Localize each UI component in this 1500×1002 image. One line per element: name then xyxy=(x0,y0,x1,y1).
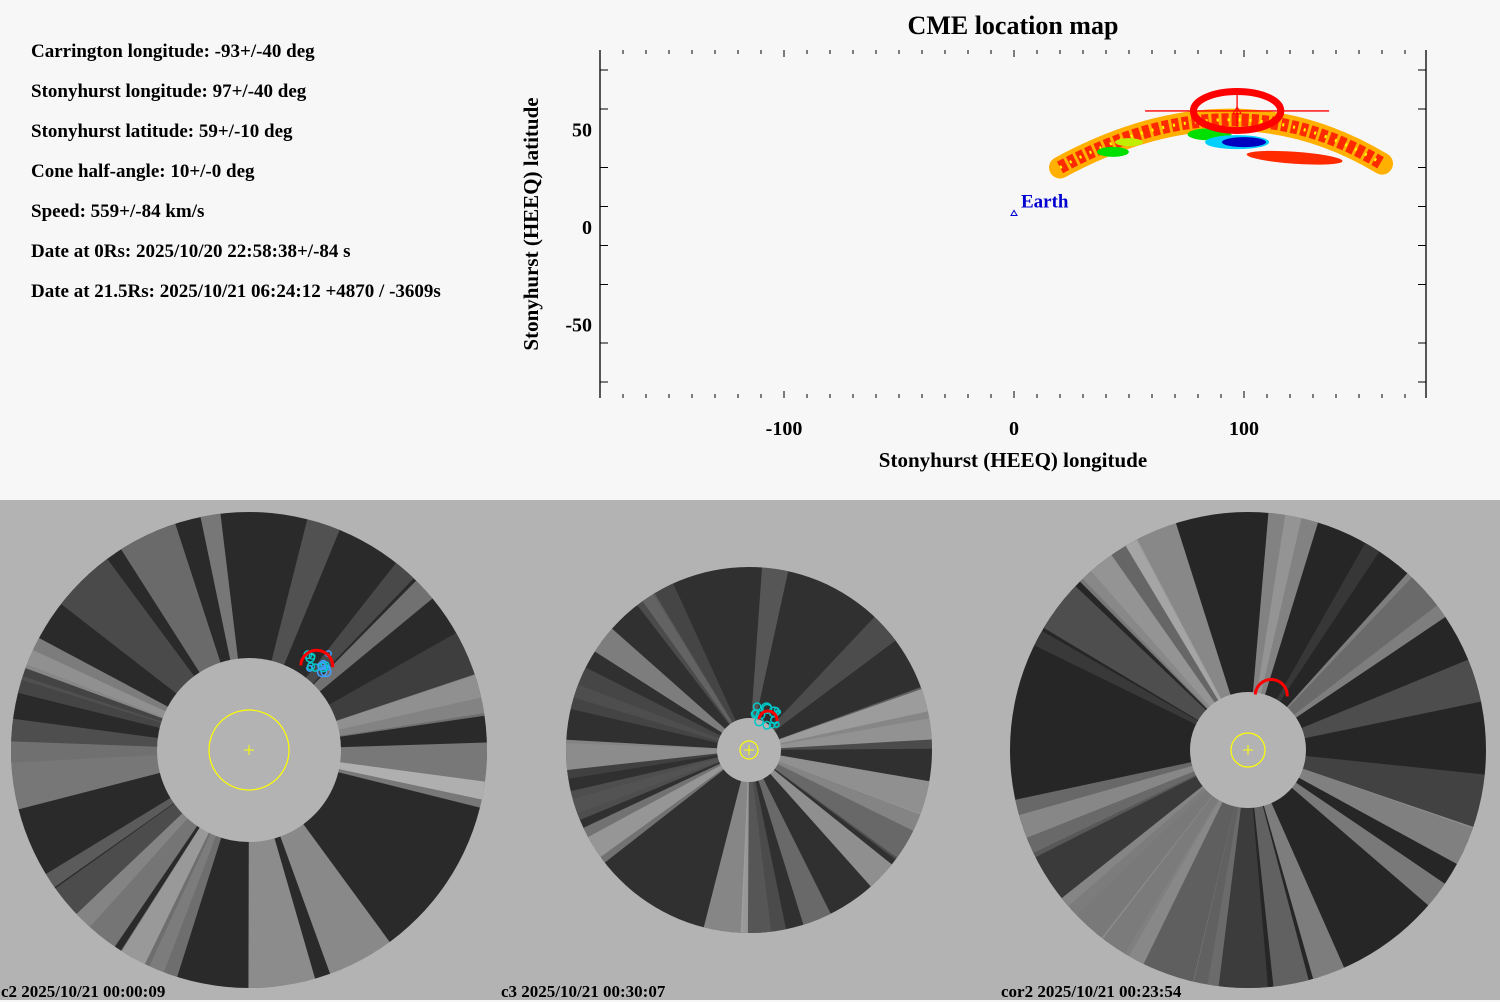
probability-band xyxy=(1049,108,1393,179)
x-tick-label: 100 xyxy=(1229,418,1259,440)
y-tick-label: 0 xyxy=(582,217,592,239)
c3-image xyxy=(566,567,932,933)
streamer xyxy=(703,750,749,933)
streamer xyxy=(1043,586,1248,750)
cme-front-arc xyxy=(299,648,335,668)
cme-marker xyxy=(1232,105,1242,115)
streamer xyxy=(1125,523,1248,750)
streamer xyxy=(594,628,749,750)
cme-front-arc xyxy=(1253,678,1289,697)
cor2-caption: cor2 2025/10/21 00:23:54 xyxy=(1001,982,1182,1001)
streamer xyxy=(1248,542,1380,750)
streamer xyxy=(1193,750,1248,987)
sun-limb-circle xyxy=(208,709,290,791)
cme-contour xyxy=(773,706,780,713)
cme-contour xyxy=(762,703,773,714)
band-blob-green xyxy=(1096,146,1129,157)
c3-caption: c3 2025/10/21 00:30:07 xyxy=(501,982,666,1001)
streamer xyxy=(1248,750,1474,864)
streamer xyxy=(749,750,831,925)
earth-label: Earth xyxy=(1021,191,1069,212)
stonyhurst-longitude: Stonyhurst longitude: 97+/-40 deg xyxy=(31,81,307,102)
date-at-0rs: Date at 0Rs: 2025/10/20 22:58:38+/-84 s xyxy=(31,241,351,262)
streamer xyxy=(566,739,749,770)
streamer xyxy=(1248,750,1345,979)
y-axis-label: Stonyhurst (HEEQ) latitude xyxy=(519,97,543,350)
streamer xyxy=(1079,555,1248,750)
band-blob-red xyxy=(1246,150,1343,165)
cor2-panel: cor2 2025/10/21 00:23:54 xyxy=(1000,500,1500,1001)
cme-contour xyxy=(316,666,328,678)
streamer xyxy=(573,667,749,750)
sun-limb-circle xyxy=(1230,732,1266,768)
x-tick-label: -100 xyxy=(766,418,803,440)
speed: Speed: 559+/-84 km/s xyxy=(31,201,205,222)
streamer xyxy=(1248,750,1485,829)
c3-panel: c3 2025/10/21 00:30:07 xyxy=(500,500,1000,1001)
band-blob-lime xyxy=(1115,138,1143,147)
coronagraph-strip: c2 2025/10/21 00:00:09 c3 2025/10/21 00:… xyxy=(0,500,1500,1001)
streamer xyxy=(742,750,786,933)
streamer xyxy=(652,583,749,750)
streamer xyxy=(749,616,896,750)
cor2-image xyxy=(1010,512,1486,988)
cme-contour xyxy=(773,721,780,728)
c2-image xyxy=(10,512,487,988)
y-tick-label: 50 xyxy=(572,120,592,142)
streamer xyxy=(1033,750,1248,907)
streamer xyxy=(1076,750,1248,954)
earth-marker xyxy=(1010,209,1018,216)
band-arc-core xyxy=(1056,113,1386,174)
streamer xyxy=(749,688,932,750)
cme-contour xyxy=(317,661,326,671)
cme-ellipse xyxy=(1189,87,1285,134)
cme-contour xyxy=(306,662,316,671)
cme-parameters: Carrington longitude: -93+/-40 deg Stony… xyxy=(31,32,441,312)
streamer xyxy=(1034,630,1248,750)
streamer xyxy=(583,750,749,863)
x-tick-label: 0 xyxy=(1009,418,1019,440)
streamer xyxy=(749,567,789,750)
streamer xyxy=(1019,750,1248,858)
stonyhurst-latitude: Stonyhurst latitude: 59+/-10 deg xyxy=(31,121,293,142)
sun-limb-circle xyxy=(739,740,759,760)
y-tick-label: -50 xyxy=(565,315,592,337)
streamer xyxy=(1248,750,1309,987)
cme-contour xyxy=(762,720,772,730)
streamer xyxy=(637,595,749,750)
cme-contour xyxy=(752,702,762,711)
x-axis-label: Stonyhurst (HEEQ) longitude xyxy=(879,448,1147,472)
streamer xyxy=(570,750,749,820)
streamer xyxy=(749,750,921,860)
streamer xyxy=(1248,659,1482,750)
band-blob-blue xyxy=(1222,137,1266,148)
c2-caption: c2 2025/10/21 00:00:09 xyxy=(1,982,166,1001)
streamer xyxy=(1129,750,1248,982)
chart-marks: Earth xyxy=(1010,87,1330,216)
chart-title: CME location map xyxy=(908,11,1119,40)
streamer xyxy=(749,750,892,887)
cme-contour xyxy=(755,709,766,720)
streamer xyxy=(1248,750,1445,906)
streamer xyxy=(1248,577,1438,750)
axes: -100 0 100 -50 0 50 xyxy=(565,50,1427,440)
streamer xyxy=(1248,512,1319,750)
cme-contour xyxy=(305,652,316,663)
cme-front-arc xyxy=(757,709,779,722)
carrington-longitude: Carrington longitude: -93+/-40 deg xyxy=(31,41,315,62)
cme-contour xyxy=(306,664,314,672)
cme-location-map: CME location map -100 0 100 -50 0 50 Earth St… xyxy=(519,11,1427,472)
c2-panel: c2 2025/10/21 00:00:09 xyxy=(0,500,500,1001)
date-at-21-5rs: Date at 21.5Rs: 2025/10/21 06:24:12 +487… xyxy=(31,281,441,302)
cone-half-angle: Cone half-angle: 10+/-0 deg xyxy=(31,161,255,182)
cme-summary-panel: Carrington longitude: -93+/-40 deg Stony… xyxy=(0,0,1500,500)
streamer xyxy=(570,684,749,750)
